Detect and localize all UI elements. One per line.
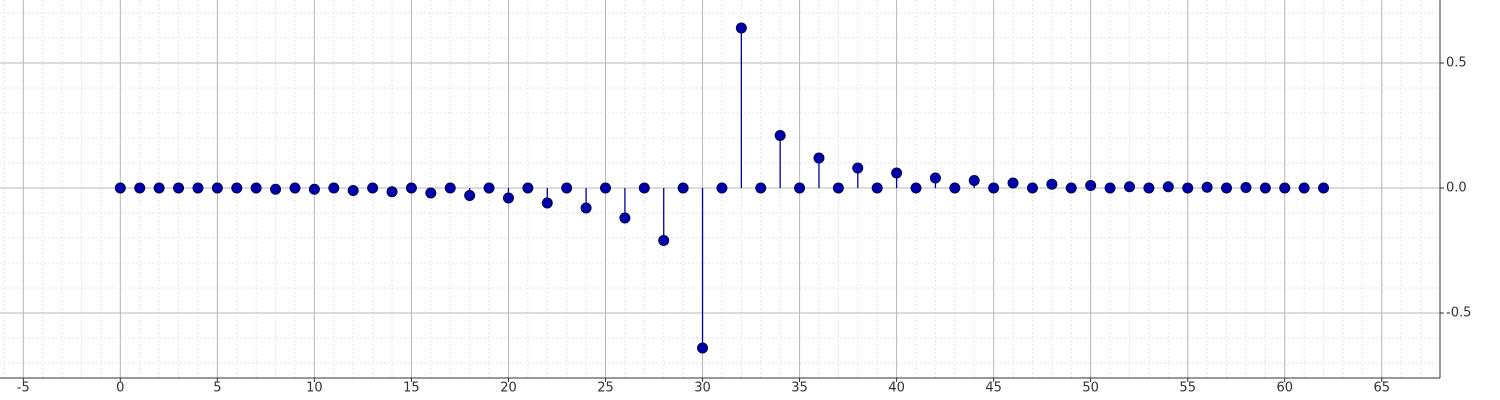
stem-marker <box>1085 180 1097 191</box>
stem-marker <box>1007 177 1019 189</box>
stem-marker <box>1104 182 1116 194</box>
x-tick-label: 40 <box>888 381 905 396</box>
stem-marker <box>852 162 864 174</box>
stem-marker <box>619 212 631 224</box>
stem-marker <box>464 190 476 201</box>
stem-marker <box>289 182 301 194</box>
stem-marker <box>522 182 534 194</box>
stem-marker <box>1240 182 1252 193</box>
stem-marker <box>1162 181 1174 193</box>
y-tick-label: -0.5 <box>1446 306 1471 321</box>
x-tick-label: 35 <box>791 381 808 396</box>
stem-marker <box>599 182 611 194</box>
stem-marker <box>735 22 747 34</box>
stem-marker <box>813 152 825 164</box>
stem-marker <box>1143 182 1155 194</box>
stem-marker <box>405 182 417 194</box>
x-tick-label: 0 <box>116 381 124 396</box>
stem-marker <box>1065 182 1077 194</box>
stem-marker <box>1123 181 1135 193</box>
stem-marker <box>774 130 786 141</box>
stem-marker <box>347 185 359 196</box>
stem-marker <box>444 182 456 194</box>
stem-marker <box>968 175 980 186</box>
stem-marker <box>192 182 204 194</box>
x-tick-label: 5 <box>213 381 221 396</box>
x-tick-label: 50 <box>1082 381 1099 396</box>
stem-marker <box>1046 178 1058 190</box>
stem-marker <box>1318 182 1330 194</box>
x-tick-label: 65 <box>1374 381 1391 396</box>
stem-marker <box>250 182 262 194</box>
stem-marker <box>1182 182 1194 194</box>
stem-marker <box>910 182 922 194</box>
stem-marker <box>483 182 495 194</box>
stem-marker <box>270 183 282 195</box>
x-tick-label: 10 <box>306 381 323 396</box>
stem-marker <box>638 182 650 194</box>
stem-marker <box>1259 182 1271 194</box>
y-tick-label: 0.5 <box>1446 56 1467 71</box>
stem-marker <box>658 235 670 246</box>
x-tick-label: 45 <box>985 381 1002 396</box>
stem-marker <box>425 187 437 199</box>
stem-marker <box>677 182 689 194</box>
stem-marker <box>153 182 165 194</box>
x-tick-label: 15 <box>403 381 420 396</box>
stem-marker <box>231 182 243 194</box>
stem-marker <box>580 202 592 214</box>
stem-marker <box>1298 182 1310 194</box>
x-tick-label: 25 <box>597 381 614 396</box>
stem-marker <box>386 186 398 198</box>
stem-marker <box>697 342 709 354</box>
stem-marker <box>308 183 320 195</box>
stem-marker <box>716 182 728 194</box>
stem-marker <box>502 192 514 204</box>
stem-marker <box>891 167 903 179</box>
stem-marker <box>173 182 185 194</box>
stem-marker <box>871 182 883 194</box>
stem-marker <box>832 182 844 194</box>
x-tick-label: 55 <box>1179 381 1196 396</box>
stem-marker <box>1221 182 1233 194</box>
x-tick-label: 60 <box>1276 381 1293 396</box>
stem-marker <box>561 182 573 194</box>
stem-marker <box>988 182 1000 194</box>
stem-marker <box>134 182 146 194</box>
stem-marker <box>1279 182 1291 194</box>
stem-marker <box>211 182 223 194</box>
x-tick-label: -5 <box>17 381 30 396</box>
stem-marker <box>541 197 553 209</box>
stem-marker <box>949 182 961 194</box>
stem-marker <box>328 182 340 194</box>
stem-marker <box>114 182 126 194</box>
stem-marker <box>1026 182 1038 194</box>
x-tick-label: 30 <box>694 381 711 396</box>
stem-marker <box>755 182 767 194</box>
stem-marker <box>1201 181 1213 193</box>
x-tick-label: 20 <box>500 381 517 396</box>
stem-marker <box>929 172 941 184</box>
y-tick-label: 0.0 <box>1446 181 1467 196</box>
stem-marker <box>367 182 379 194</box>
stem-marker <box>794 182 806 194</box>
